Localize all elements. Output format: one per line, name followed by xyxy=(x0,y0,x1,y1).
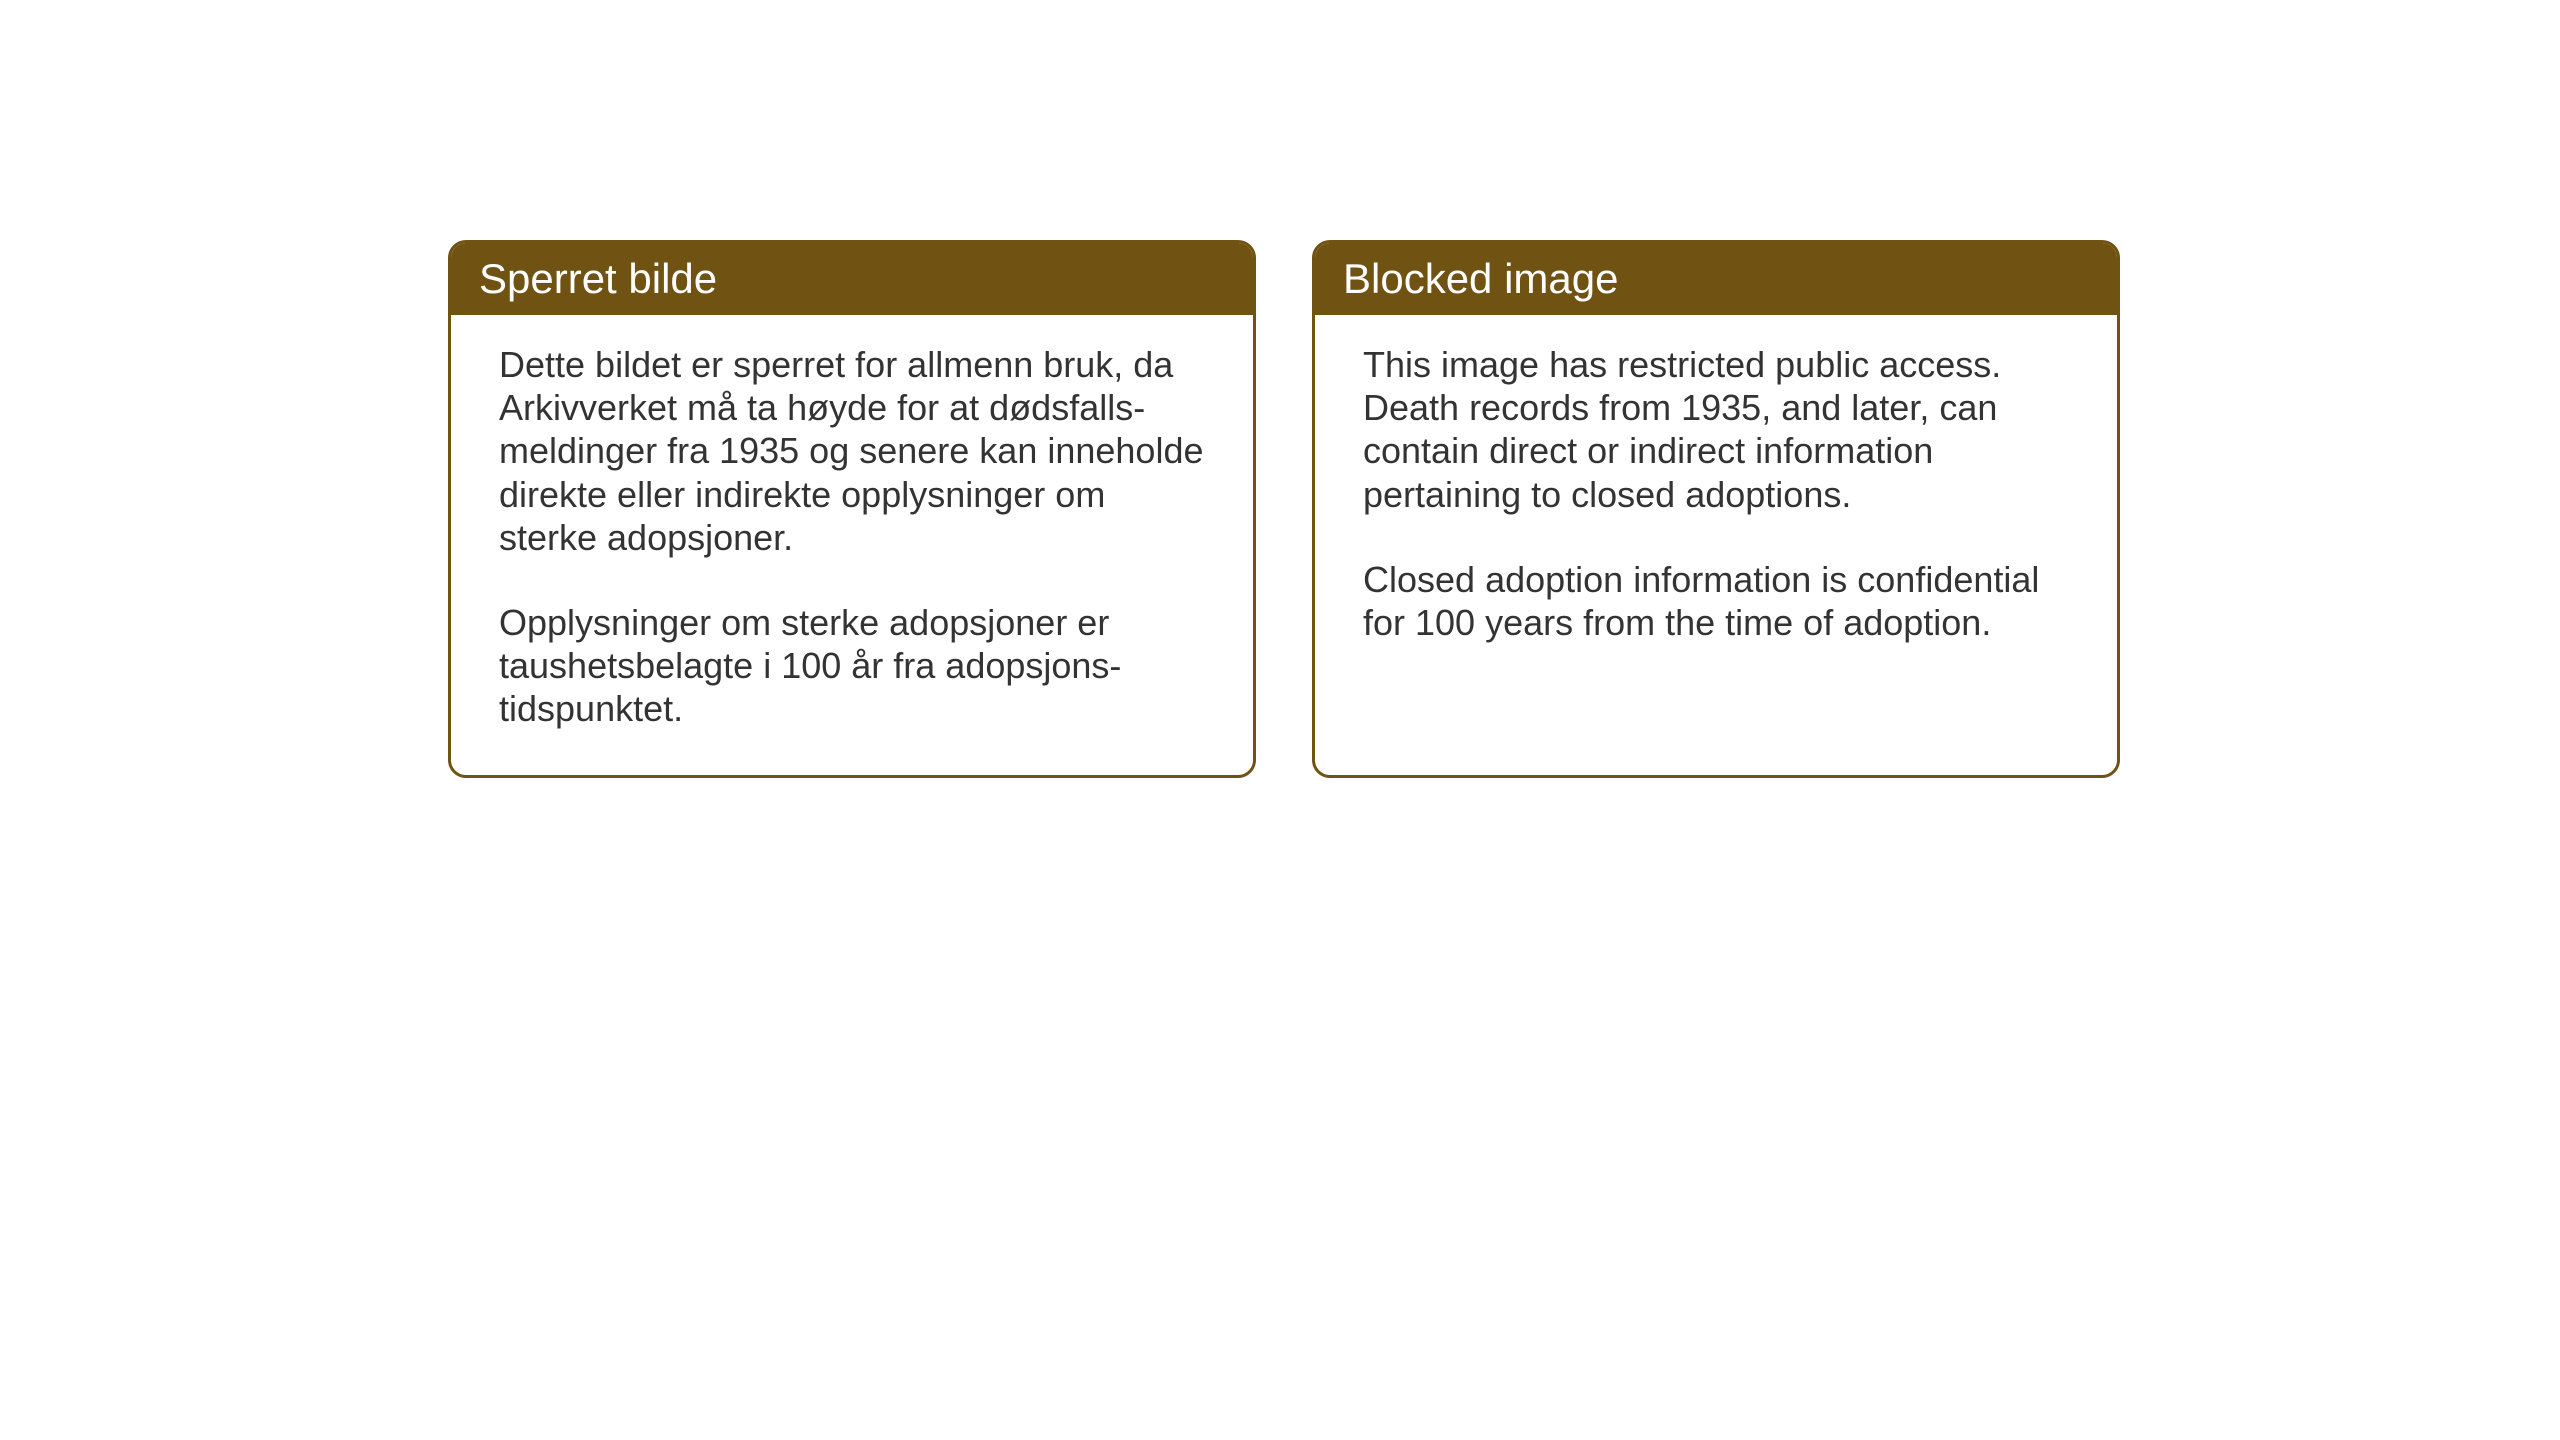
card-english: Blocked image This image has restricted … xyxy=(1312,240,2120,778)
card-norwegian-body: Dette bildet er sperret for allmenn bruk… xyxy=(451,315,1253,775)
card-english-header: Blocked image xyxy=(1315,243,2117,315)
cards-container: Sperret bilde Dette bildet er sperret fo… xyxy=(448,240,2120,778)
card-english-paragraph-2: Closed adoption information is confident… xyxy=(1363,558,2069,644)
card-english-paragraph-1: This image has restricted public access.… xyxy=(1363,343,2069,516)
card-norwegian-paragraph-2: Opplysninger om sterke adopsjoner er tau… xyxy=(499,601,1205,731)
card-norwegian-title: Sperret bilde xyxy=(479,255,717,302)
card-norwegian: Sperret bilde Dette bildet er sperret fo… xyxy=(448,240,1256,778)
card-norwegian-header: Sperret bilde xyxy=(451,243,1253,315)
card-english-body: This image has restricted public access.… xyxy=(1315,315,2117,688)
card-english-title: Blocked image xyxy=(1343,255,1618,302)
card-norwegian-paragraph-1: Dette bildet er sperret for allmenn bruk… xyxy=(499,343,1205,559)
